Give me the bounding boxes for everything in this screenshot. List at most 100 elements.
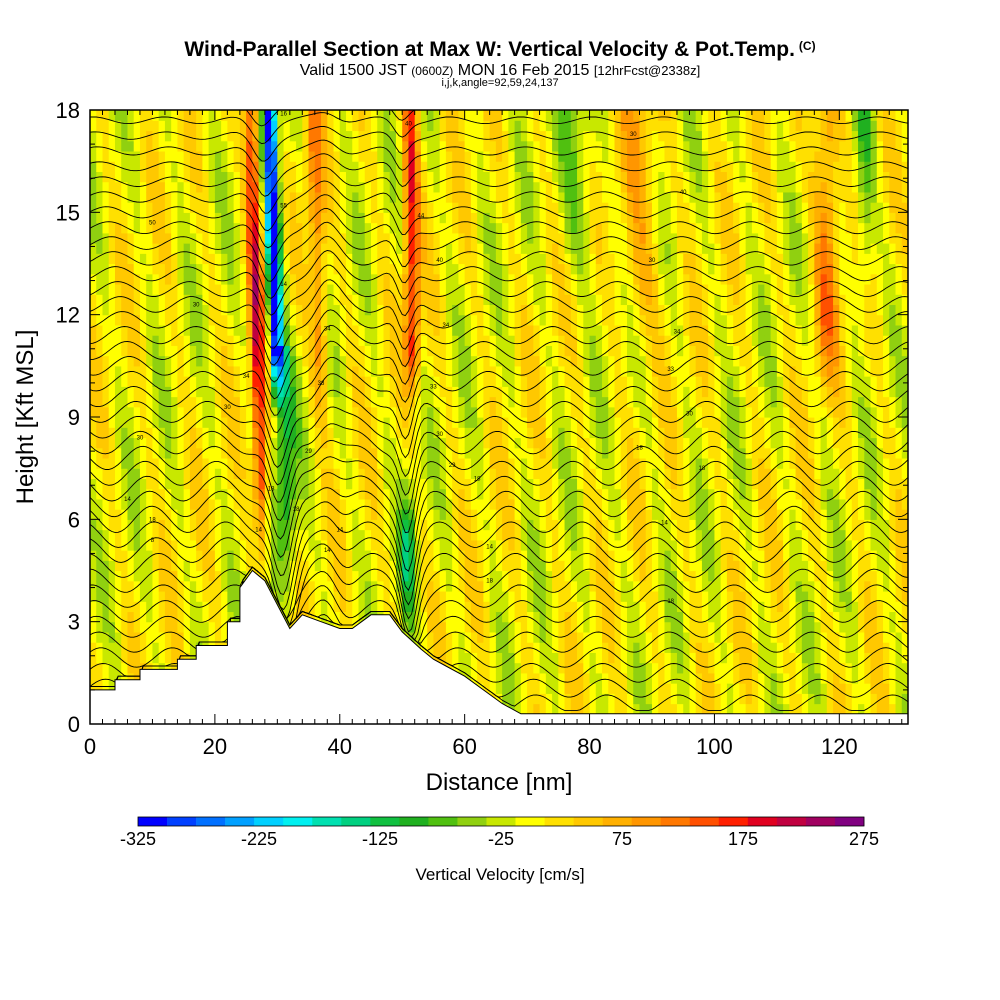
velocity-cell	[239, 437, 247, 449]
velocity-cell	[602, 150, 609, 162]
velocity-cell	[271, 519, 278, 531]
velocity-cell	[502, 611, 509, 623]
velocity-cell	[102, 447, 110, 459]
velocity-cell	[164, 386, 172, 398]
velocity-cell	[302, 488, 310, 500]
velocity-cell	[114, 181, 122, 193]
velocity-cell	[108, 590, 116, 602]
velocity-cell	[221, 263, 228, 275]
velocity-cell	[583, 457, 591, 469]
velocity-cell	[108, 253, 116, 265]
velocity-cell	[470, 314, 478, 326]
velocity-cell	[227, 519, 235, 531]
velocity-cell	[164, 662, 172, 674]
velocity-cell	[402, 539, 410, 551]
velocity-cell	[464, 150, 472, 162]
velocity-cell	[514, 406, 522, 418]
velocity-cell	[146, 243, 154, 254]
velocity-cell	[552, 120, 559, 132]
velocity-cell	[608, 703, 616, 715]
velocity-cell	[427, 263, 435, 275]
velocity-cell	[395, 253, 403, 265]
velocity-cell	[477, 642, 484, 653]
velocity-cell	[258, 468, 266, 479]
velocity-cell	[570, 130, 578, 142]
velocity-cell	[470, 130, 478, 142]
velocity-cell	[427, 488, 435, 500]
velocity-cell	[202, 580, 210, 592]
velocity-cell	[370, 365, 378, 377]
velocity-cell	[533, 181, 541, 193]
velocity-cell	[358, 161, 366, 172]
velocity-cell	[433, 611, 441, 623]
velocity-cell	[108, 324, 116, 336]
velocity-cell	[152, 550, 160, 561]
velocity-cell	[258, 560, 266, 572]
velocity-cell	[189, 427, 197, 439]
velocity-cell	[152, 273, 160, 285]
velocity-cell	[289, 601, 297, 613]
velocity-cell	[377, 365, 385, 377]
velocity-cell	[183, 345, 191, 357]
velocity-cell	[464, 294, 472, 306]
velocity-cell	[214, 396, 222, 408]
velocity-cell	[589, 243, 597, 254]
velocity-cell	[177, 642, 185, 653]
velocity-cell	[570, 120, 578, 132]
velocity-cell	[514, 365, 522, 377]
velocity-cell	[570, 509, 578, 520]
velocity-cell	[583, 550, 591, 561]
velocity-cell	[302, 294, 310, 306]
velocity-cell	[346, 304, 353, 316]
velocity-cell	[308, 611, 316, 623]
velocity-cell	[296, 243, 303, 254]
velocity-cell	[539, 110, 547, 121]
velocity-cell	[296, 365, 303, 377]
velocity-cell	[214, 335, 222, 346]
velocity-cell	[183, 539, 191, 551]
velocity-cell	[570, 161, 578, 172]
velocity-cell	[258, 253, 266, 265]
velocity-cell	[364, 550, 372, 561]
velocity-cell	[139, 621, 147, 633]
velocity-cell	[321, 365, 328, 377]
velocity-cell	[602, 468, 609, 479]
velocity-cell	[402, 529, 410, 541]
velocity-cell	[246, 406, 253, 418]
velocity-cell	[127, 181, 135, 193]
velocity-cell	[520, 478, 528, 490]
velocity-cell	[264, 232, 272, 244]
velocity-cell	[239, 498, 247, 510]
velocity-cell	[333, 509, 341, 520]
velocity-cell	[577, 519, 584, 531]
velocity-cell	[533, 427, 541, 439]
velocity-cell	[358, 212, 366, 224]
velocity-cell	[370, 590, 378, 602]
velocity-cell	[164, 140, 172, 152]
velocity-cell	[533, 376, 541, 387]
velocity-cell	[152, 519, 160, 531]
velocity-cell	[289, 406, 297, 418]
velocity-cell	[470, 171, 478, 183]
velocity-cell	[296, 355, 303, 367]
velocity-cell	[602, 631, 609, 643]
velocity-cell	[346, 590, 353, 602]
velocity-cell	[439, 161, 447, 172]
velocity-cell	[314, 580, 322, 592]
velocity-cell	[464, 488, 472, 500]
velocity-cell	[196, 212, 203, 224]
velocity-cell	[552, 550, 559, 561]
velocity-cell	[445, 570, 453, 582]
velocity-cell	[264, 580, 272, 592]
velocity-cell	[133, 519, 141, 531]
velocity-cell	[252, 273, 260, 285]
velocity-cell	[389, 243, 397, 254]
velocity-cell	[346, 406, 353, 418]
velocity-cell	[189, 345, 197, 357]
velocity-cell	[346, 519, 353, 531]
velocity-cell	[558, 263, 566, 275]
velocity-cell	[221, 345, 228, 357]
velocity-cell	[452, 447, 460, 459]
velocity-cell	[545, 161, 553, 172]
velocity-cell	[395, 447, 403, 459]
